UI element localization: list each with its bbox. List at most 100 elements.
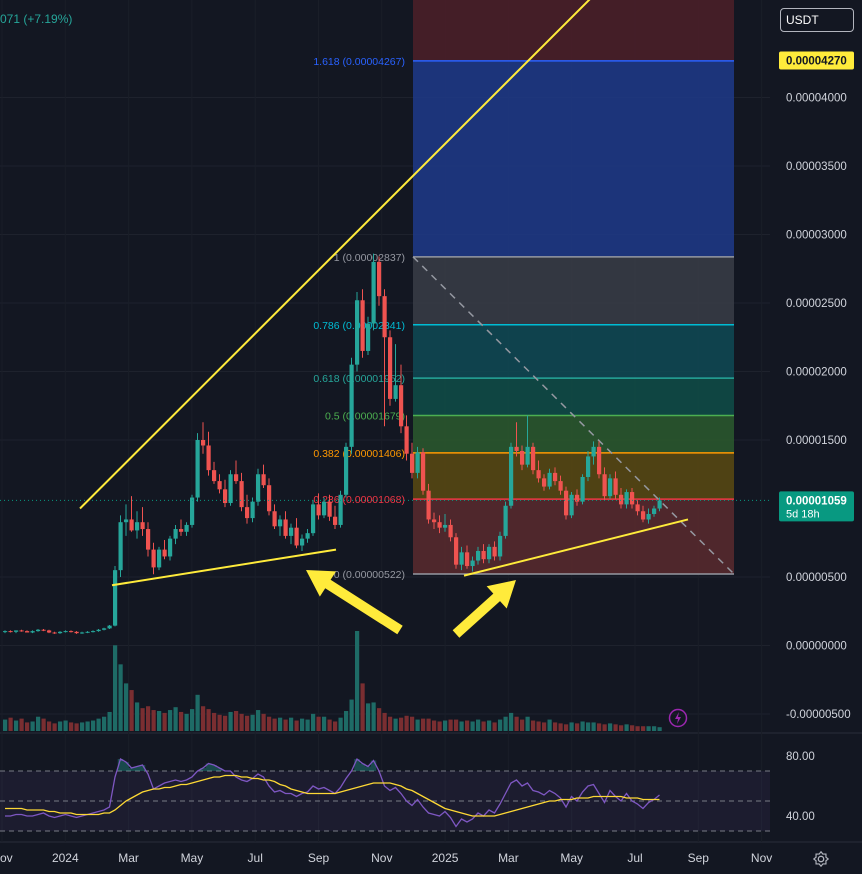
candle-body bbox=[140, 522, 145, 530]
candle bbox=[553, 467, 558, 486]
price-change: 071 (+7.19%) bbox=[0, 12, 73, 26]
fibonacci-extension[interactable]: 1.618 (0.00004267)1 (0.00002837)0.786 (0… bbox=[313, 0, 735, 581]
candle bbox=[322, 497, 327, 519]
volume-bar bbox=[399, 717, 404, 731]
volume-bar bbox=[245, 715, 250, 731]
fib-zone bbox=[413, 415, 734, 453]
candle bbox=[525, 415, 530, 468]
candle bbox=[399, 364, 404, 434]
volume-bar bbox=[124, 683, 129, 731]
candle-body bbox=[536, 470, 541, 479]
volume-bar bbox=[646, 726, 651, 731]
volume-bar bbox=[410, 716, 415, 731]
candle bbox=[410, 442, 415, 479]
fib-level-label: 0.236 (0.00001068) bbox=[313, 494, 405, 506]
volume-bar bbox=[58, 721, 63, 731]
candle-body bbox=[69, 631, 74, 633]
candle-body bbox=[580, 476, 585, 502]
price-axis-label: 0.00001500 bbox=[786, 435, 847, 447]
volume-bar bbox=[140, 708, 145, 731]
gear-icon[interactable] bbox=[812, 850, 830, 868]
candle bbox=[575, 489, 580, 506]
candle-body bbox=[575, 494, 580, 502]
candle bbox=[443, 513, 448, 532]
candle bbox=[289, 523, 294, 545]
volume-bars bbox=[3, 631, 662, 731]
candle-body bbox=[421, 452, 426, 491]
candle bbox=[382, 289, 387, 427]
candle-body bbox=[91, 631, 96, 633]
candle-body bbox=[190, 497, 195, 525]
currency-selector[interactable]: USDT bbox=[780, 8, 854, 32]
time-axis-label: Sep bbox=[688, 851, 710, 865]
volume-bar bbox=[239, 713, 244, 731]
candle bbox=[256, 468, 261, 506]
volume-bar bbox=[542, 722, 547, 731]
time-axis-label: 2024 bbox=[52, 851, 79, 865]
candle-body bbox=[47, 630, 52, 633]
candle bbox=[602, 467, 607, 501]
candle-body bbox=[14, 630, 19, 632]
fib-level-label: 0 (0.00000522) bbox=[334, 569, 405, 581]
candle bbox=[536, 460, 541, 483]
candle bbox=[531, 442, 536, 475]
candle bbox=[481, 544, 486, 564]
volume-bar bbox=[371, 702, 376, 731]
candle-body bbox=[415, 452, 420, 473]
volume-bar bbox=[195, 694, 200, 731]
time-axis-label: Nov bbox=[0, 851, 13, 865]
price-axis-label: 0.00002000 bbox=[786, 367, 847, 379]
candle-body bbox=[377, 261, 382, 297]
drawings[interactable] bbox=[0, 0, 770, 638]
candle-body bbox=[102, 628, 107, 630]
candle bbox=[283, 511, 288, 539]
candle-body bbox=[630, 492, 635, 505]
candle bbox=[294, 518, 299, 549]
candle bbox=[503, 501, 508, 539]
candle-body bbox=[410, 453, 415, 473]
candle-body bbox=[503, 505, 508, 536]
candle bbox=[278, 515, 283, 536]
volume-bar bbox=[459, 721, 464, 731]
volume-bar bbox=[630, 725, 635, 731]
volume-bar bbox=[586, 722, 591, 731]
price-badge bbox=[779, 51, 854, 70]
volume-bar bbox=[173, 707, 178, 731]
flash-icon[interactable] bbox=[668, 708, 688, 728]
candle bbox=[404, 415, 409, 461]
candle bbox=[437, 515, 442, 534]
volume-bar bbox=[520, 719, 525, 731]
candle-body bbox=[547, 472, 552, 487]
candle-body bbox=[652, 508, 657, 514]
volume-bar bbox=[509, 712, 514, 731]
candle-body bbox=[316, 504, 321, 516]
candle-body bbox=[646, 513, 651, 520]
volume-bar bbox=[305, 719, 310, 731]
rsi-axis-label: 40.00 bbox=[786, 811, 815, 823]
time-axis-label: Nov bbox=[751, 851, 772, 865]
candle-body bbox=[514, 446, 519, 451]
candle-body bbox=[107, 625, 112, 629]
arrow-marker bbox=[306, 570, 403, 635]
candle bbox=[564, 486, 569, 520]
candle bbox=[184, 522, 189, 536]
candle-body bbox=[184, 524, 189, 532]
candle bbox=[421, 448, 426, 495]
volume-bar bbox=[118, 664, 123, 731]
candle-body bbox=[267, 485, 272, 512]
candle bbox=[14, 630, 19, 634]
candle-body bbox=[393, 385, 398, 399]
volume-bar bbox=[553, 722, 558, 731]
candle bbox=[454, 533, 459, 569]
volume-bar bbox=[14, 720, 19, 731]
candle-body bbox=[641, 511, 646, 520]
volume-bar bbox=[503, 716, 508, 731]
candle bbox=[272, 504, 277, 530]
volume-bar bbox=[525, 716, 530, 731]
volume-bar bbox=[437, 721, 442, 731]
candle bbox=[206, 431, 211, 476]
candle-body bbox=[382, 296, 387, 338]
candle-body bbox=[113, 570, 118, 626]
price-axis-label: 0.00000500 bbox=[786, 572, 847, 584]
